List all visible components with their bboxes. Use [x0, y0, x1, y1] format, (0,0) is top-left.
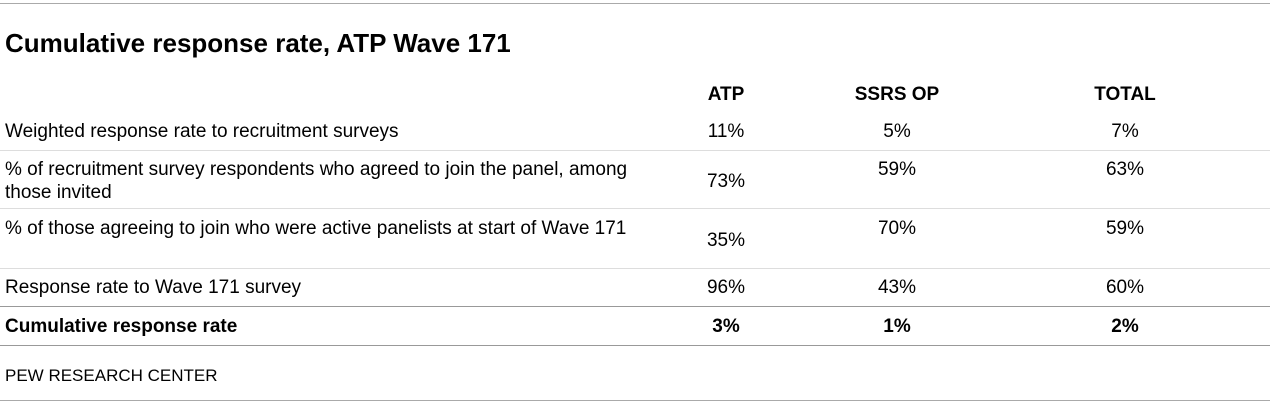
- cell: 7%: [1111, 121, 1139, 142]
- bottom-rule: [0, 400, 1270, 401]
- column-header: ATP: [707, 84, 745, 105]
- cell: 5%: [883, 121, 911, 142]
- cell: 96%: [706, 277, 746, 298]
- cell: 59%: [877, 159, 917, 180]
- cell: 73%: [706, 170, 746, 192]
- row-divider: [0, 306, 1270, 307]
- row-divider: [0, 150, 1270, 151]
- cell: 35%: [706, 229, 746, 251]
- row-label: % of recruitment survey respondents who …: [5, 159, 628, 203]
- cell: 2%: [1111, 316, 1139, 337]
- row-label: Response rate to Wave 171 survey: [5, 277, 302, 298]
- cell: 43%: [877, 277, 917, 298]
- column-header: TOTAL: [1094, 84, 1156, 105]
- table-bottom-rule: [0, 345, 1270, 346]
- cell: 1%: [883, 316, 911, 337]
- row-divider: [0, 268, 1270, 269]
- cell: 11%: [707, 121, 745, 142]
- cell: 3%: [712, 316, 740, 337]
- row-label: Cumulative response rate: [5, 316, 238, 337]
- cell: 63%: [1105, 159, 1145, 180]
- column-header: SSRS OP: [854, 84, 940, 105]
- row-label: % of those agreeing to join who were act…: [5, 218, 627, 239]
- cell: 70%: [877, 218, 917, 239]
- row-label: Weighted response rate to recruitment su…: [5, 121, 399, 142]
- top-rule: [0, 3, 1270, 4]
- title: Cumulative response rate, ATP Wave 171: [5, 28, 511, 58]
- row-divider: [0, 208, 1270, 209]
- cell: 60%: [1105, 277, 1145, 298]
- cell: 59%: [1105, 218, 1145, 239]
- source: PEW RESEARCH CENTER: [5, 366, 218, 385]
